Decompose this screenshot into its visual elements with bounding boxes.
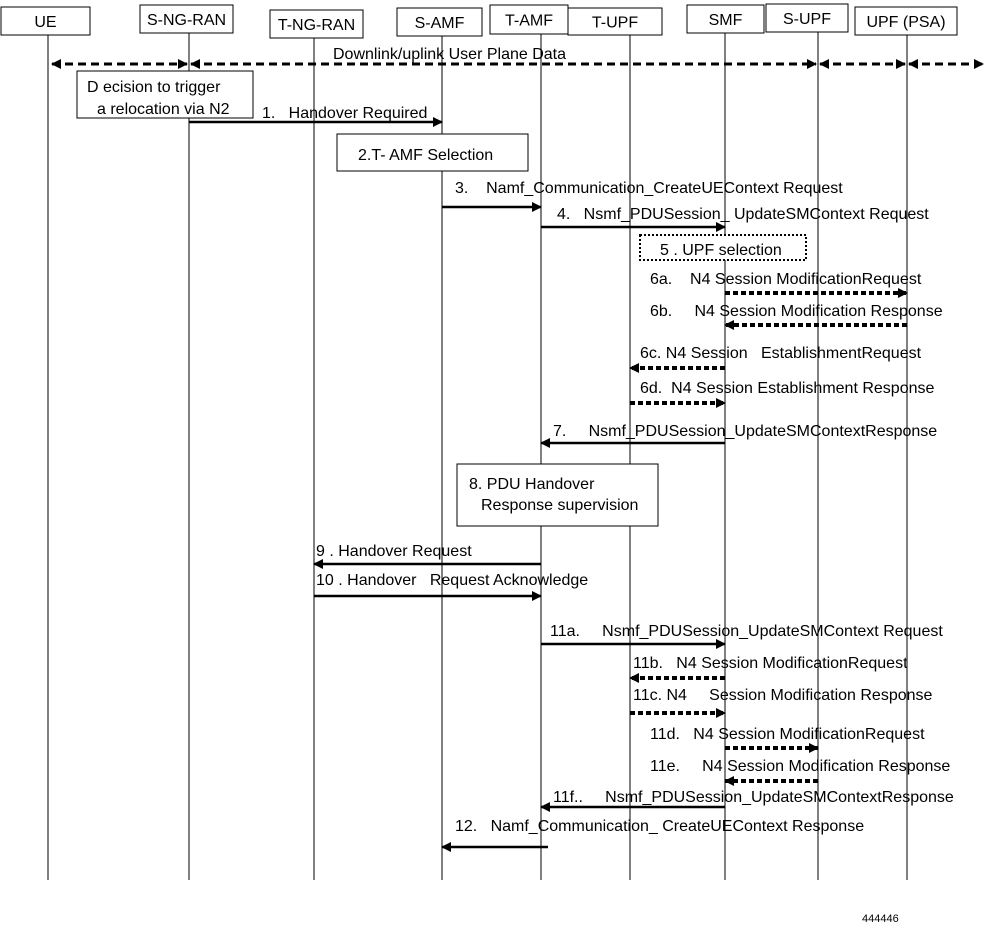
- message-12: 11b. N4 Session ModificationRequest: [629, 655, 908, 683]
- message-label: 11c. N4 Session Modification Response: [633, 687, 933, 704]
- message-15: 11e. N4 Session Modification Response: [650, 758, 950, 786]
- participant-s-ng-ran: S-NG-RAN: [139, 4, 234, 34]
- participant-ue: UE: [0, 6, 91, 36]
- note-pdu-handover: 8. PDU Handover Response supervision: [456, 463, 659, 527]
- participant-label: UPF (PSA): [866, 14, 945, 31]
- participant-t-upf: T-UPF: [567, 7, 663, 36]
- message-11: 11a. Nsmf_PDUSession_UpdateSMContext Req…: [541, 623, 943, 649]
- note-decision: D ecision to trigger a relocation via N2: [76, 70, 254, 119]
- message-label: 11e. N4 Session Modification Response: [650, 758, 950, 775]
- note-text: D ecision to trigger: [87, 79, 221, 96]
- figure-id: 444446: [862, 913, 899, 925]
- participant-label: T-AMF: [505, 13, 553, 30]
- participant-label: S-UPF: [783, 11, 831, 28]
- note-text: 2.T- AMF Selection: [358, 147, 493, 164]
- message-label: 9 . Handover Request: [316, 543, 472, 560]
- message-10: 10 . Handover Request Acknowledge: [314, 572, 588, 601]
- message-label: 11b. N4 Session ModificationRequest: [633, 655, 908, 672]
- message-13: 11c. N4 Session Modification Response: [630, 687, 933, 718]
- message-label: 11f.. Nsmf_PDUSession_UpdateSMContextRes…: [553, 789, 954, 806]
- message-7: 6d. N4 Session Establishment Response: [630, 380, 934, 408]
- participant-s-amf: S-AMF: [396, 7, 483, 37]
- participant-label: S-AMF: [415, 15, 465, 32]
- note-amf-selection: 2.T- AMF Selection: [336, 133, 529, 172]
- message-label: 11d. N4 Session ModificationRequest: [650, 726, 925, 743]
- message-label: 10 . Handover Request Acknowledge: [316, 572, 588, 589]
- participant-t-amf: T-AMF: [489, 4, 569, 35]
- participant-s-upf: S-UPF: [765, 3, 849, 33]
- participant-smf: SMF: [686, 4, 765, 34]
- message-8: 7. Nsmf_PDUSession_UpdateSMContextRespon…: [540, 423, 937, 448]
- note-text: a relocation via N2: [97, 101, 230, 118]
- participant-label: T-NG-RAN: [278, 17, 355, 34]
- participant-t-ng-ran: T-NG-RAN: [269, 9, 364, 39]
- message-label: 6b. N4 Session Modification Response: [650, 303, 943, 320]
- message-label: 3. Namf_Communication_CreateUEContext Re…: [455, 180, 843, 197]
- message-17: 12. Namf_Communication_ CreateUEContext …: [441, 818, 864, 852]
- note-text: 8. PDU Handover: [469, 476, 595, 493]
- message-label: 4. Nsmf_PDUSession_ UpdateSMContext Requ…: [557, 206, 929, 223]
- message-label: 11a. Nsmf_PDUSession_UpdateSMContext Req…: [550, 623, 943, 640]
- message-1: 1. Handover Required: [189, 105, 443, 127]
- message-label: 7. Nsmf_PDUSession_UpdateSMContextRespon…: [553, 423, 937, 440]
- participant-label: UE: [34, 14, 56, 31]
- participant-upf-psa: UPF (PSA): [854, 6, 958, 36]
- note-text: Response supervision: [481, 497, 638, 514]
- participant-label: S-NG-RAN: [147, 12, 226, 29]
- user-plane-label: Downlink/uplink User Plane Data: [333, 46, 566, 63]
- message-16: 11f.. Nsmf_PDUSession_UpdateSMContextRes…: [540, 789, 954, 812]
- message-3: 4. Nsmf_PDUSession_ UpdateSMContext Requ…: [541, 206, 929, 232]
- participant-label: T-UPF: [592, 15, 638, 32]
- note-text: 5 . UPF selection: [660, 242, 782, 259]
- participant-label: SMF: [709, 12, 743, 29]
- note-upf-selection: 5 . UPF selection: [639, 234, 807, 261]
- message-label: 6d. N4 Session Establishment Response: [640, 380, 934, 397]
- message-label: 6c. N4 Session EstablishmentRequest: [640, 345, 922, 362]
- message-label: 12. Namf_Communication_ CreateUEContext …: [455, 818, 864, 835]
- message-label: 1. Handover Required: [262, 105, 427, 122]
- message-2: 3. Namf_Communication_CreateUEContext Re…: [442, 180, 843, 212]
- message-14: 11d. N4 Session ModificationRequest: [650, 726, 925, 753]
- message-9: 9 . Handover Request: [313, 543, 541, 569]
- message-5: 6b. N4 Session Modification Response: [650, 303, 943, 330]
- message-label: 6a. N4 Session ModificationRequest: [650, 271, 922, 288]
- message-4: 6a. N4 Session ModificationRequest: [650, 271, 922, 298]
- message-6: 6c. N4 Session EstablishmentRequest: [629, 345, 922, 373]
